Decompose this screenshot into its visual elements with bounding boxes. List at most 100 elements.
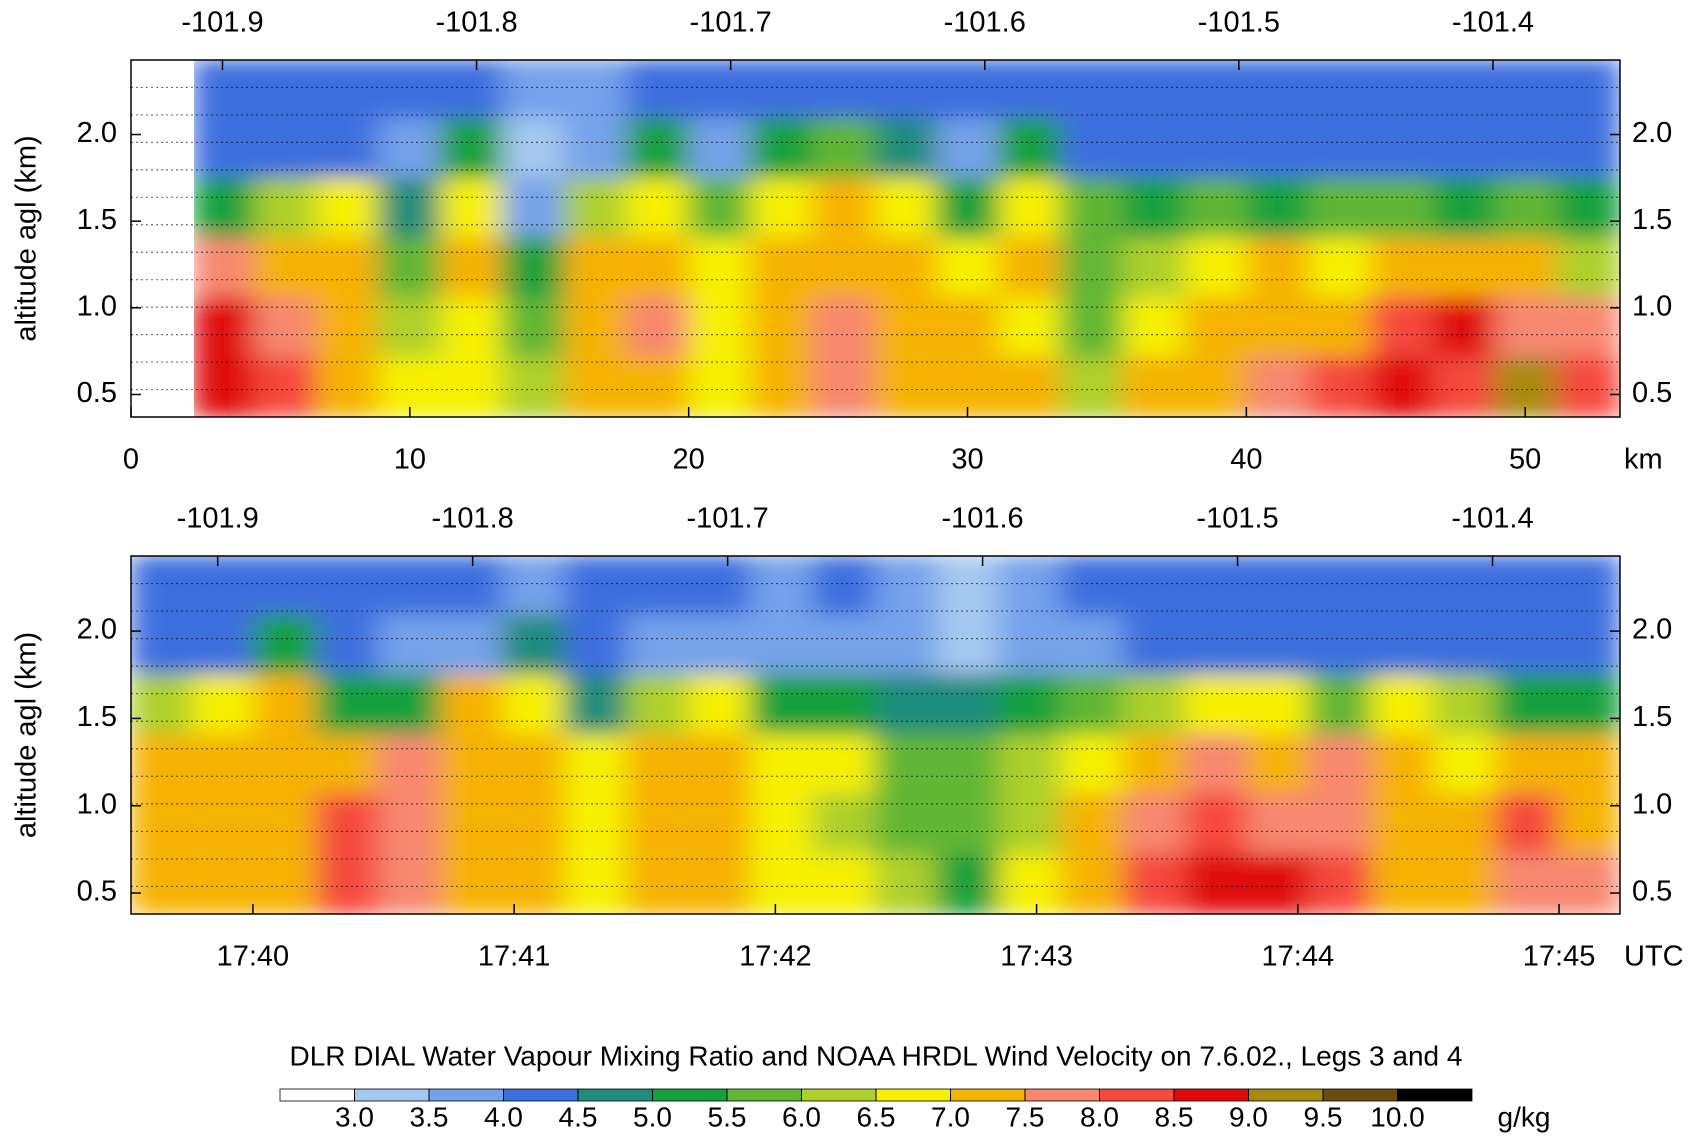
heatmap-cell [564, 614, 629, 677]
colorbar-swatch [1397, 1088, 1473, 1102]
heatmap-cell [131, 614, 195, 677]
heatmap-cell [1370, 793, 1435, 856]
heatmap-field [131, 60, 1620, 417]
colorbar-title: DLR DIAL Water Vapour Mixing Ratio and N… [290, 1040, 1463, 1071]
heatmap-cell [1370, 118, 1435, 180]
heatmap-cell [688, 356, 753, 417]
heatmap-cell [1122, 853, 1187, 914]
y-tick-label-right: 1.0 [1632, 290, 1672, 322]
no-data [131, 298, 195, 359]
heatmap-cell [502, 614, 567, 677]
y-tick-label: 0.5 [77, 876, 117, 908]
heatmap-cell [316, 734, 381, 796]
heatmap-cell [626, 297, 691, 359]
heatmap-cell [750, 793, 815, 856]
heatmap-cell [626, 614, 691, 677]
heatmap-cell [1556, 60, 1620, 121]
colorbar-swatch [875, 1088, 951, 1102]
heatmap-cells [192, 60, 1620, 417]
heatmap-cell [1060, 734, 1125, 796]
colorbar-swatch [577, 1088, 653, 1102]
heatmap-cell [1432, 793, 1497, 856]
heatmap-cell [1060, 556, 1125, 617]
heatmap-cell [688, 297, 753, 359]
colorbar-label: 3.0 [335, 1101, 374, 1132]
heatmap-cells [131, 556, 1620, 914]
heatmap-cell [254, 614, 319, 677]
no-data [131, 119, 195, 180]
heatmap-cell [316, 853, 381, 914]
heatmap-cell [440, 674, 505, 736]
heatmap-cell [1184, 793, 1249, 856]
heatmap-cell [440, 118, 505, 180]
heatmap-cell [1370, 674, 1435, 736]
y-tick-label-right: 1.5 [1632, 204, 1672, 236]
heatmap-cell [1308, 734, 1373, 796]
heatmap-cell [1246, 793, 1311, 856]
heatmap-cell [750, 60, 815, 121]
heatmap-cell [936, 297, 1001, 359]
heatmap-cell [936, 356, 1001, 417]
heatmap-cell [1060, 237, 1125, 299]
heatmap-cell [1494, 853, 1559, 914]
heatmap-cell [1308, 356, 1373, 417]
heatmap-cell [1556, 297, 1620, 359]
x-axis-unit: km [1624, 444, 1663, 476]
x-tick-label: 17:41 [478, 941, 551, 973]
heatmap-cell [874, 734, 939, 796]
heatmap-cell [812, 297, 877, 359]
heatmap-cell [936, 734, 1001, 796]
heatmap-cell [316, 793, 381, 856]
heatmap-cell [564, 297, 629, 359]
heatmap-cell [1060, 297, 1125, 359]
heatmap-cell [502, 237, 567, 299]
heatmap-cell [1308, 793, 1373, 856]
heatmap-cell [1122, 674, 1187, 736]
heatmap-cell [1432, 118, 1497, 180]
heatmap-cell [1308, 614, 1373, 677]
heatmap-cell [1370, 734, 1435, 796]
heatmap-cell [192, 237, 257, 299]
heatmap-cell [440, 237, 505, 299]
heatmap-cell [254, 60, 319, 121]
heatmap-cell [936, 793, 1001, 856]
heatmap-cell [1432, 734, 1497, 796]
heatmap-cell [1494, 674, 1559, 736]
heatmap-cell [1494, 793, 1559, 856]
heatmap-cell [1432, 178, 1497, 240]
heatmap-cell [502, 118, 567, 180]
heatmap-cell [874, 118, 939, 180]
heatmap-cell [812, 793, 877, 856]
x2-tick-label: -101.7 [690, 7, 772, 39]
heatmap-cell [378, 674, 443, 736]
colorbar-label: 5.5 [708, 1101, 747, 1132]
heatmap-cell [502, 297, 567, 359]
heatmap-cell [1122, 556, 1187, 617]
y-tick-label-right: 0.5 [1632, 876, 1672, 908]
heatmap-cell [874, 614, 939, 677]
heatmap-cell [564, 674, 629, 736]
heatmap-cell [316, 297, 381, 359]
x-tick-label: 40 [1230, 444, 1262, 476]
colorbar-swatch [1024, 1088, 1100, 1102]
no-data [131, 238, 195, 299]
heatmap-cell [378, 734, 443, 796]
heatmap-cell [131, 734, 195, 796]
heatmap-cell [1432, 614, 1497, 677]
heatmap-cell [1246, 118, 1311, 180]
plot-frame [130, 555, 1621, 915]
heatmap-cell [1432, 237, 1497, 299]
heatmap-cell [1060, 118, 1125, 180]
heatmap-cell [874, 356, 939, 417]
heatmap-cell [131, 793, 195, 856]
heatmap-cell [936, 237, 1001, 299]
x-axis-unit: UTC [1624, 941, 1684, 973]
heatmap-cell [1370, 178, 1435, 240]
heatmap-cell [812, 556, 877, 617]
heatmap-cell [812, 60, 877, 121]
heatmap-cell [1556, 853, 1620, 914]
heatmap-cell [936, 118, 1001, 180]
heatmap-cell [254, 674, 319, 736]
heatmap-cell [378, 614, 443, 677]
colorbar-swatch [1173, 1088, 1249, 1102]
